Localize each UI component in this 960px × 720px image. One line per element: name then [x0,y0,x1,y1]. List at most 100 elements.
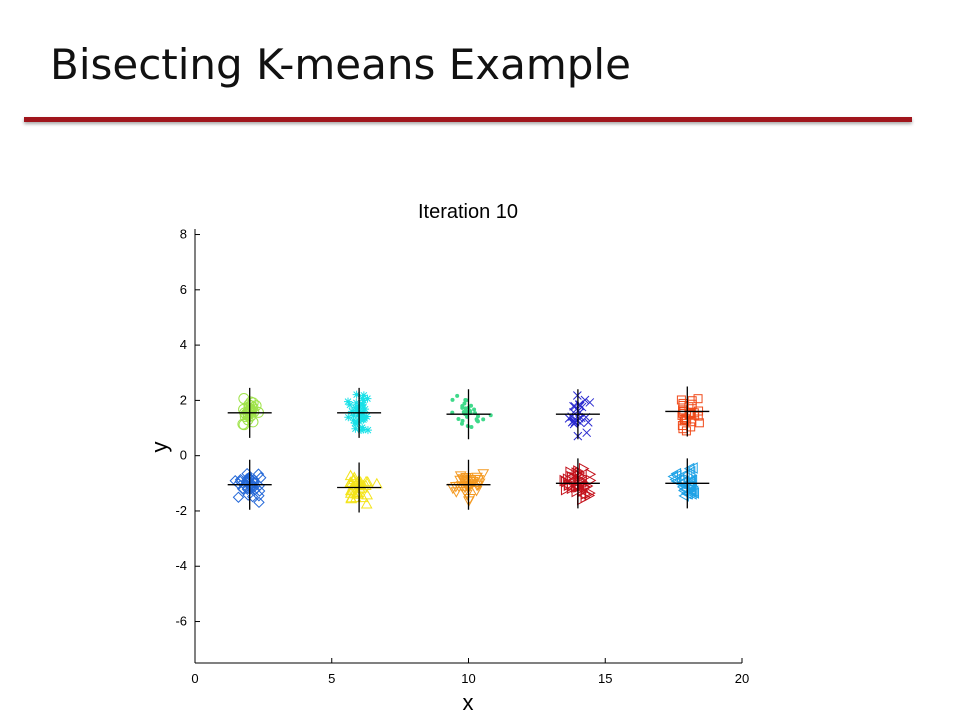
data-point [450,397,455,402]
data-point [363,426,372,435]
y-tick-label: -2 [175,503,187,518]
data-point [352,390,361,399]
data-point [460,403,465,408]
data-point [356,415,365,424]
x-ticks: 0 5 10 15 20 [191,658,749,686]
data-point [346,483,358,495]
data-point [238,403,250,415]
data-point [570,481,582,493]
data-point [457,474,470,485]
data-points [229,390,704,509]
data-point [686,488,697,500]
data-point [238,479,251,491]
centroid-marker [665,458,710,509]
data-point [255,472,267,484]
data-point [472,407,477,412]
data-point [358,400,367,409]
data-point [564,414,574,423]
data-point [344,397,353,406]
data-point [670,467,682,480]
data-point [470,485,483,497]
data-point [361,488,374,500]
centroid-marker [337,387,382,438]
data-point [456,417,461,422]
data-point [585,398,595,407]
data-point [238,393,250,405]
data-point [241,467,253,480]
data-point [475,414,480,419]
title-underline [24,117,912,122]
data-point [361,405,370,414]
data-point [684,465,696,478]
data-point [684,402,694,412]
data-point [345,400,354,409]
data-point [353,418,362,427]
x-tick-label: 10 [461,671,475,686]
data-point [351,424,360,433]
data-point [363,394,372,403]
data-point [351,486,364,498]
y-tick-label: 2 [180,392,187,407]
data-point [580,395,590,405]
data-point [572,416,582,425]
centroid-marker [227,459,272,510]
data-point [245,403,257,415]
data-point [344,413,353,422]
data-point [253,485,266,497]
data-point [680,487,692,500]
y-axis-label: y [147,442,172,453]
data-point [579,481,591,493]
data-point [245,409,257,421]
data-point [252,468,265,480]
data-point [455,393,460,398]
data-point [359,396,368,405]
centroid-marker [446,389,491,440]
data-point [360,414,369,423]
data-point [359,391,368,400]
data-point [232,478,245,490]
y-tick-label: -6 [175,614,187,629]
data-point [360,498,373,509]
data-point [669,473,680,486]
y-tick-label: 4 [180,337,187,352]
centroid-marker [446,459,491,510]
data-point [578,476,589,489]
data-point [461,410,466,415]
data-point [352,488,364,499]
data-point [236,483,249,495]
y-tick-label: 8 [180,227,187,242]
data-point [687,399,697,409]
data-point [583,418,593,427]
data-point [683,462,695,475]
centroid-marker [337,462,382,513]
data-point [560,476,572,488]
data-point [685,474,697,486]
data-point [241,482,254,494]
data-point [560,483,572,496]
data-point [585,468,597,481]
y-tick-label: 0 [180,448,187,463]
centroid-marker [665,386,710,437]
data-point [347,407,356,416]
y-tick-label: -4 [175,558,187,573]
x-tick-label: 0 [191,671,198,686]
x-tick-label: 15 [598,671,612,686]
data-point [358,423,367,432]
data-point [679,468,690,481]
data-point [477,469,490,480]
data-point [676,395,686,405]
x-tick-label: 5 [328,671,335,686]
data-point [348,471,361,482]
data-point [449,481,462,493]
slide-title: Bisecting K-means Example [50,40,631,89]
centroid-marker [555,389,600,440]
data-point [585,487,596,499]
data-point [571,467,583,479]
data-point [469,403,474,408]
data-point [232,491,245,503]
data-point [463,397,468,402]
data-point [237,418,249,430]
data-point [353,406,362,415]
data-point [481,417,486,422]
